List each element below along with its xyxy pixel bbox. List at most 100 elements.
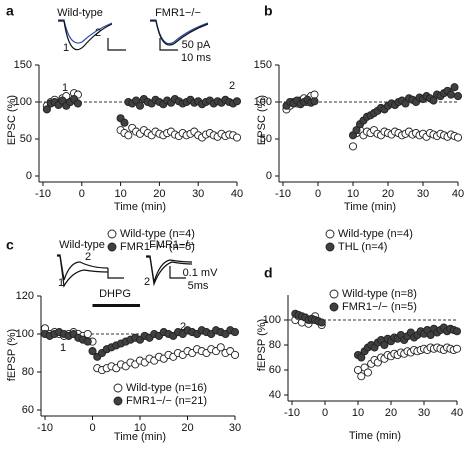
x-tick-label: -10 [284, 407, 300, 419]
x-tick-label: 30 [192, 188, 204, 200]
x-tick-label: 40 [451, 407, 463, 419]
annotation: FMR1−/− [149, 239, 195, 251]
data-point [348, 142, 358, 151]
data-point [446, 90, 456, 99]
annotation: 1 [58, 277, 64, 289]
annotation: 2 [95, 27, 101, 39]
x-tick-label: 0 [322, 407, 328, 419]
panel-label: c [6, 237, 14, 253]
legend-marker [329, 302, 339, 312]
y-tick-label: 150 [14, 59, 32, 71]
data-point [232, 133, 242, 142]
data-point [310, 97, 319, 106]
panel-label: b [264, 3, 273, 19]
x-tick-label: -10 [37, 422, 53, 434]
y-tick-label: 100 [263, 314, 281, 326]
scale-bar [107, 268, 124, 279]
trace [150, 20, 209, 46]
data-point [232, 97, 242, 106]
annotation: Wild-type [59, 239, 105, 251]
x-tick-label: 20 [382, 188, 394, 200]
x-tick-label: 0 [315, 188, 321, 200]
inset-a [58, 19, 209, 51]
x-tick-label: 10 [134, 422, 146, 434]
annotation: 1 [60, 342, 66, 354]
y-tick-label: 50 [20, 133, 32, 145]
x-tick-label: -10 [35, 188, 51, 200]
data-point [124, 131, 133, 140]
y-tick-label: 40 [269, 389, 281, 401]
legend-label: Wild-type (n=4) [120, 228, 195, 240]
trace [57, 254, 109, 281]
annotation: 5ms [188, 280, 209, 292]
y-tick-label: 120 [16, 290, 34, 302]
data-point [380, 340, 389, 350]
x-tick-label: 10 [352, 407, 364, 419]
data-point [135, 101, 145, 110]
legend-marker [107, 242, 117, 252]
annotation: 0.1 mV [183, 267, 219, 279]
annotation: 50 pA [182, 39, 211, 51]
y-axis-label: EPSC (%) [256, 95, 268, 145]
legend-marker [325, 229, 335, 239]
legend-label: Wild-type (n=8) [342, 288, 417, 300]
annotation: 2 [144, 276, 150, 288]
legend-marker [325, 242, 335, 252]
scale-bar [169, 266, 186, 279]
x-tick-label: 30 [229, 422, 241, 434]
legend-marker [113, 383, 123, 393]
data-point [363, 368, 372, 377]
x-tick-label: 40 [452, 188, 464, 200]
trace [58, 20, 113, 51]
x-axis-label: Time (min) [114, 431, 166, 443]
data-point [429, 96, 438, 105]
y-tick-label: 50 [260, 133, 272, 145]
data-point [357, 353, 366, 362]
data-point [317, 318, 326, 327]
x-axis-label: Time (min) [344, 201, 396, 213]
legend-label: FMR1−/− (n=5) [342, 301, 417, 313]
y-tick-label: 150 [254, 59, 272, 71]
x-axis-label: Time (min) [114, 201, 166, 213]
data-point [452, 327, 462, 336]
data-point [453, 92, 463, 101]
drug-bar [92, 304, 140, 307]
x-axis-label: Time (min) [349, 430, 401, 442]
x-tick-label: 20 [385, 407, 397, 419]
data-point [453, 133, 463, 142]
data-point [42, 105, 51, 114]
legend-marker [113, 396, 123, 406]
y-tick-label: 80 [22, 366, 34, 378]
data-point [452, 344, 462, 353]
x-tick-label: 30 [418, 407, 430, 419]
x-tick-label: 20 [181, 422, 193, 434]
x-tick-label: 0 [89, 422, 95, 434]
y-tick-label: 0 [266, 170, 272, 182]
annotation: Wild-type [57, 7, 103, 19]
trace [146, 255, 193, 283]
annotation: 10 ms [181, 52, 211, 64]
data-point [352, 126, 361, 135]
annotation: DHPG [99, 288, 131, 300]
data-point [310, 90, 319, 99]
trace [57, 255, 109, 288]
x-tick-label: 40 [231, 188, 243, 200]
scale-bar [107, 38, 126, 51]
annotation: 2 [229, 80, 235, 92]
x-tick-label: 30 [417, 188, 429, 200]
annotation: 2 [180, 321, 186, 333]
legend-label: Wild-type (n=4) [338, 228, 413, 240]
x-tick-label: 10 [114, 188, 126, 200]
y-axis-label: fEPSP (%) [6, 329, 18, 381]
data-point [230, 350, 240, 359]
x-tick-label: -10 [275, 188, 291, 200]
y-tick-label: 100 [254, 96, 272, 108]
y-tick-label: 60 [22, 404, 34, 416]
data-point [230, 328, 240, 337]
y-axis-label: EPSC (%) [6, 95, 18, 145]
y-tick-label: 80 [269, 339, 281, 351]
data-point [83, 337, 92, 346]
data-point [120, 118, 129, 127]
